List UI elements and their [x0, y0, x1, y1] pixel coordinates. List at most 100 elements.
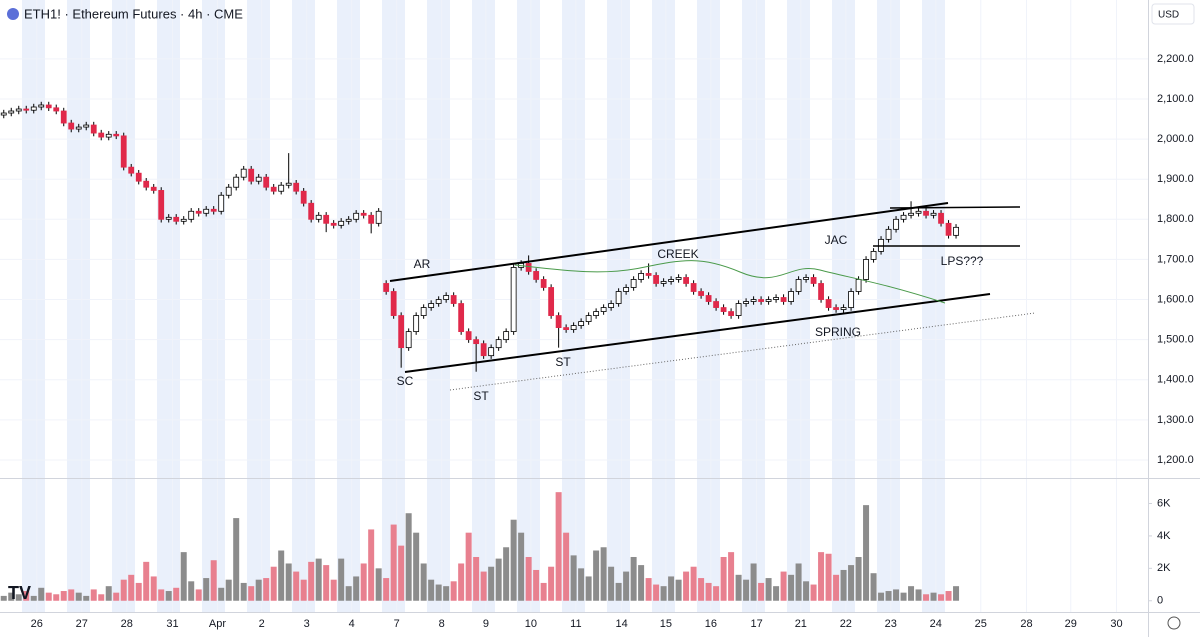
candle-body [863, 259, 869, 280]
candle-body [668, 279, 675, 282]
annotation: SPRING [815, 325, 861, 339]
candle-body [150, 186, 157, 191]
candle-body [570, 325, 577, 331]
volume-bar [533, 569, 540, 601]
candle-body [563, 327, 570, 331]
candle-body [75, 126, 82, 130]
volume-bar [630, 556, 637, 601]
volume-bar [15, 594, 22, 601]
candle-body [608, 303, 615, 308]
volume-bar [315, 558, 322, 601]
volume-bar [930, 592, 937, 601]
candle-body [443, 295, 450, 300]
y2-tick-label: 2K [1157, 562, 1171, 574]
candle-body [600, 307, 607, 312]
volume-bar [368, 529, 375, 601]
volume-bar [720, 556, 727, 601]
volume-bar [540, 582, 547, 601]
volume-bar [405, 513, 412, 601]
volume-bar [450, 581, 457, 601]
volume-bar [180, 552, 187, 601]
volume-bar [270, 566, 277, 601]
candle-body [308, 202, 315, 220]
volume-bar [75, 592, 82, 601]
candle-body [293, 182, 300, 192]
volume-bar [818, 552, 825, 601]
logo[interactable]: TV [8, 583, 31, 603]
candle-body [458, 303, 465, 333]
candle-body [683, 277, 690, 284]
candle-body [0, 112, 7, 116]
volume-bar [360, 563, 367, 601]
volume-bar [825, 553, 832, 601]
volume-bar [713, 586, 720, 601]
volume-bar [473, 556, 480, 601]
currency-button[interactable] [1151, 3, 1195, 25]
chart-title[interactable]: ETH1! · Ethereum Futures · 4h · CME [24, 6, 243, 21]
y-tick-label: 1,400.0 [1157, 374, 1194, 386]
volume-bar [810, 584, 817, 601]
grid [0, 0, 1148, 612]
candle-body [750, 299, 757, 302]
volume-bar [698, 578, 705, 601]
volume-bar [593, 550, 600, 601]
candle-body [285, 182, 292, 186]
candle-body [38, 104, 45, 108]
candle-body [435, 299, 442, 304]
currency[interactable]: USD [1158, 10, 1179, 21]
candle-body [503, 331, 510, 341]
volume-bar [923, 594, 930, 601]
volume-bar [278, 550, 285, 601]
candle-body [555, 315, 562, 328]
candle-body [720, 307, 727, 312]
candle-body [165, 216, 172, 220]
future-area [957, 0, 1148, 612]
y-tick-label: 2,200.0 [1157, 53, 1194, 65]
candle-body [893, 218, 899, 230]
volume-bar [0, 595, 7, 601]
volume-bar [660, 586, 667, 601]
volume-bar [158, 589, 165, 601]
y2-tick-label: 0 [1157, 595, 1163, 607]
volume-bar [863, 505, 870, 601]
candle-body [345, 218, 352, 222]
candle-body [300, 190, 307, 204]
candle-body [578, 321, 585, 326]
moving-average [514, 260, 946, 304]
candle-body [323, 214, 330, 224]
candle-body [173, 216, 180, 222]
volume-bar [248, 586, 255, 601]
candle-body [413, 315, 420, 333]
candle-body [240, 168, 247, 178]
candle-body [885, 228, 892, 240]
volume-bar [428, 579, 435, 601]
x-tick-label: 26 [31, 618, 43, 630]
volume-bar [105, 586, 112, 601]
volume-bar [855, 556, 862, 601]
candle-body [135, 172, 142, 182]
x-tick-label: 27 [76, 618, 88, 630]
volume-bar [293, 571, 300, 601]
volume-bar [953, 586, 960, 601]
settings-icon[interactable] [1167, 616, 1181, 630]
volume-pane [0, 492, 960, 601]
volume-bar [608, 566, 615, 601]
candle-body [248, 168, 255, 182]
volume-bar [195, 589, 202, 601]
volume-bar [120, 579, 127, 601]
symbol-icon[interactable] [7, 8, 19, 20]
x-tick-label: 24 [930, 618, 942, 630]
candle-body [398, 315, 405, 349]
candle-body [855, 279, 862, 292]
volume-bar [188, 581, 195, 601]
x-tick-label: 28 [1020, 618, 1032, 630]
y-tick-label: 1,600.0 [1157, 293, 1194, 305]
candle-body [653, 275, 660, 284]
volume-bar [255, 579, 262, 601]
candle-body [630, 279, 637, 288]
volume-bar [90, 589, 97, 601]
volume-bar [60, 591, 67, 601]
candle-body [330, 222, 337, 226]
candle-body [698, 291, 704, 296]
volume-bar [503, 547, 510, 601]
